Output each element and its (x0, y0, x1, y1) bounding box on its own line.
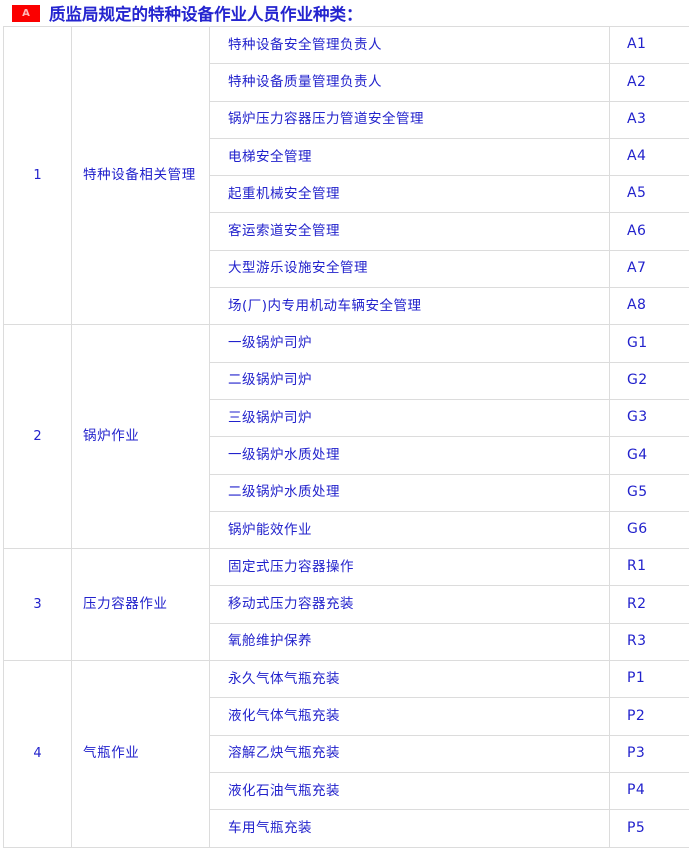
item-code: A5 (610, 176, 689, 213)
item-name: 永久气体气瓶充装 (210, 661, 610, 698)
item-code: A8 (610, 288, 689, 325)
item-name: 车用气瓶充装 (210, 810, 610, 847)
item-name: 固定式压力容器操作 (210, 549, 610, 586)
item-name: 锅炉压力容器压力管道安全管理 (210, 101, 610, 138)
item-code: P3 (610, 735, 689, 772)
item-name: 液化气体气瓶充装 (210, 698, 610, 735)
category-name: 锅炉作业 (72, 325, 210, 549)
item-name: 一级锅炉司炉 (210, 325, 610, 362)
item-name: 场(厂)内专用机动车辆安全管理 (210, 288, 610, 325)
category-index: 1 (4, 27, 72, 325)
item-code: G5 (610, 474, 689, 511)
item-name: 氧舱维护保养 (210, 623, 610, 660)
item-name: 一级锅炉水质处理 (210, 437, 610, 474)
category-name: 特种设备相关管理 (72, 27, 210, 325)
item-name: 二级锅炉水质处理 (210, 474, 610, 511)
item-code: P5 (610, 810, 689, 847)
item-name: 电梯安全管理 (210, 138, 610, 175)
item-code: A6 (610, 213, 689, 250)
page-title: 质监局规定的特种设备作业人员作业种类： (49, 1, 363, 25)
item-code: A1 (610, 27, 689, 64)
item-code: R1 (610, 549, 689, 586)
item-code: P4 (610, 772, 689, 809)
category-index: 3 (4, 549, 72, 661)
item-name: 二级锅炉司炉 (210, 362, 610, 399)
red-badge-marker-icon: A (12, 5, 40, 22)
item-name: 溶解乙炔气瓶充装 (210, 735, 610, 772)
category-index: 4 (4, 661, 72, 847)
category-name: 压力容器作业 (72, 549, 210, 661)
item-code: P1 (610, 661, 689, 698)
item-code: G3 (610, 399, 689, 436)
item-name: 大型游乐设施安全管理 (210, 250, 610, 287)
item-code: G2 (610, 362, 689, 399)
category-index: 2 (4, 325, 72, 549)
page-heading: A 质监局规定的特种设备作业人员作业种类： (0, 0, 689, 26)
item-code: R2 (610, 586, 689, 623)
item-name: 移动式压力容器充装 (210, 586, 610, 623)
item-code: P2 (610, 698, 689, 735)
item-name: 三级锅炉司炉 (210, 399, 610, 436)
item-code: G4 (610, 437, 689, 474)
item-name: 客运索道安全管理 (210, 213, 610, 250)
item-code: G1 (610, 325, 689, 362)
item-name: 液化石油气瓶充装 (210, 772, 610, 809)
item-code: R3 (610, 623, 689, 660)
item-name: 特种设备安全管理负责人 (210, 27, 610, 64)
item-code: A3 (610, 101, 689, 138)
category-name: 气瓶作业 (72, 661, 210, 847)
item-code: G6 (610, 511, 689, 548)
item-code: A7 (610, 250, 689, 287)
item-code: A4 (610, 138, 689, 175)
item-name: 起重机械安全管理 (210, 176, 610, 213)
item-name: 锅炉能效作业 (210, 511, 610, 548)
item-name: 特种设备质量管理负责人 (210, 64, 610, 101)
item-code: A2 (610, 64, 689, 101)
